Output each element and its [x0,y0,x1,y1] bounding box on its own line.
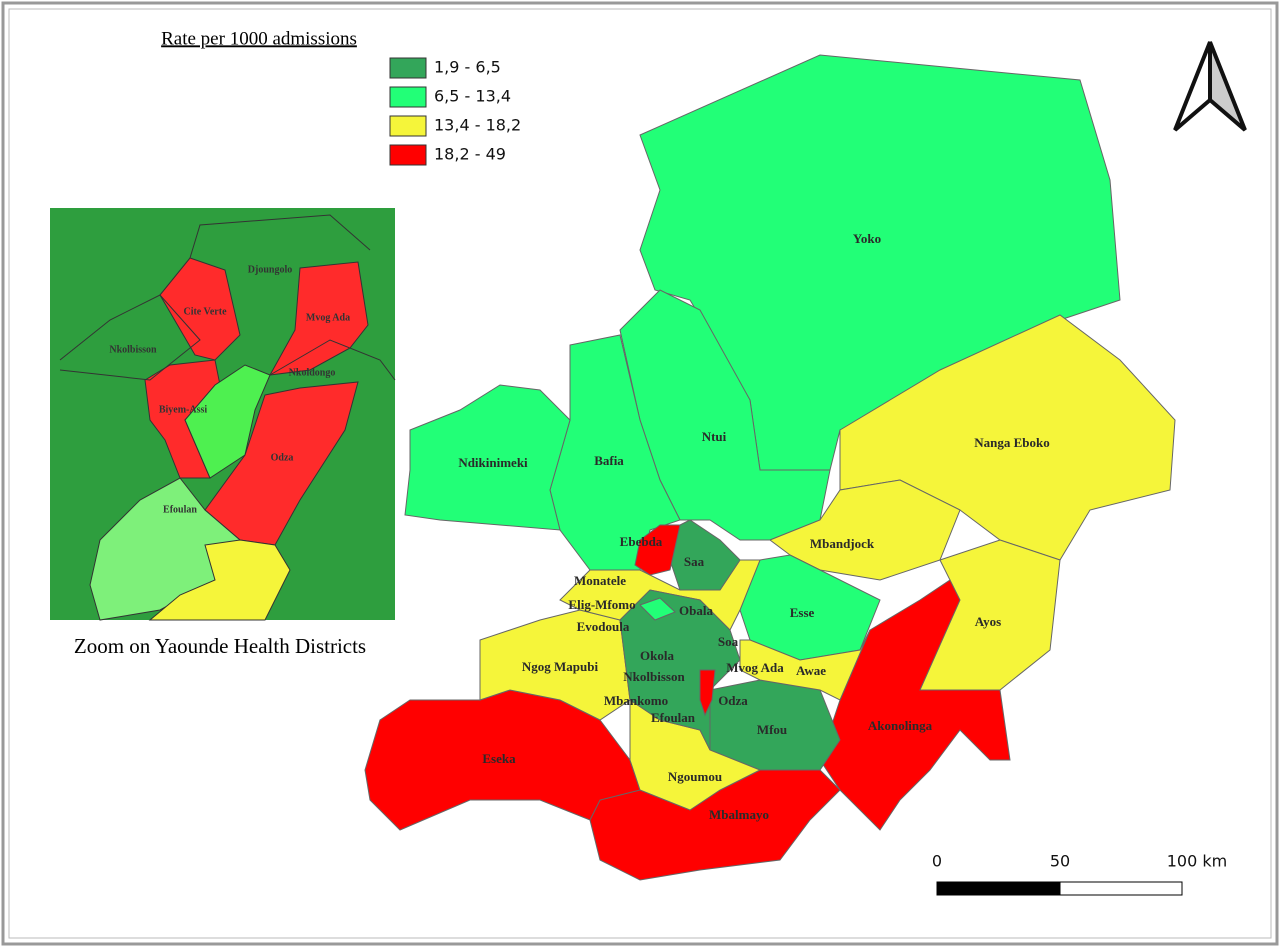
legend-swatch [389,57,427,79]
district-label: Evodoula [577,619,630,634]
legend-swatch [389,115,427,137]
inset-district-shape [204,381,359,546]
legend-label: 6,5 - 13,4 [434,87,511,106]
inset-boundary [269,339,396,381]
scale-label: 0 [932,852,942,871]
district-shape [739,629,871,701]
main-map: Yoko Ndikinimeki Bafia Ntui Nanga Eboko Mband… [364,54,1176,881]
district-label: Obala [679,603,713,618]
inset-district-label: Mvog Ada [306,312,350,323]
inset-boundary [189,214,371,259]
district-label: Mbandjock [810,536,875,551]
district-label: Mfou [757,722,787,737]
inset-district-label: Cite Verte [183,306,227,317]
district-label: Monatele [574,573,626,588]
district-label: Ayos [975,614,1001,629]
district-label: Efoulan [651,710,696,725]
inset-district-shape [184,364,271,479]
district-label: Nanga Eboko [974,435,1050,450]
district-label: Mbankomo [604,693,668,708]
district-label: Soa [718,634,739,649]
district-shape [634,524,681,576]
legend-swatch [389,86,427,108]
district-label: Odza [718,693,748,708]
district-shape [669,519,741,591]
legend: 1,9 - 6,5 6,5 - 13,4 13,4 - 18,2 18,2 - 49 [389,57,521,166]
inset-district-label: Djoungolo [248,264,292,275]
district-label: Eseka [482,751,516,766]
district-label: Ngog Mapubi [522,659,599,674]
district-label: Ntui [702,429,727,444]
district-label: Bafia [594,453,624,468]
inset-district-shape [269,261,369,376]
inset-district-label: Nkoldongo [289,367,336,378]
district-shape [639,597,676,621]
legend-label: 1,9 - 6,5 [434,58,501,77]
inset-map: Djoungolo Cite Verte Mvog Ada Nkolbisson Nko… [50,208,396,621]
district-label: Yoko [853,231,881,246]
district-label: Esse [790,605,815,620]
inset-district-label: Biyem-Assi [159,404,208,415]
district-label: Mbalmayo [709,807,769,822]
district-shape [404,384,571,531]
district-label: Elig-Mfomo [568,597,635,612]
inset-district-label: Efoulan [163,504,197,515]
district-label: Awae [796,663,826,678]
district-label: Nkolbisson [623,669,685,684]
district-shape [699,669,716,717]
district-shape [479,609,631,721]
inset-boundary [59,294,201,381]
frame-inner [8,8,1272,939]
district-label: Ngoumou [668,769,722,784]
district-label: Saa [684,554,705,569]
district-label: Mvog Ada [726,660,784,675]
inset-district-label: Odza [271,452,294,463]
scale-bar: 0 50 100 km [932,852,1227,896]
scale-label: 50 [1050,852,1070,871]
legend-swatch [389,144,427,166]
district-shape [819,579,1011,831]
north-arrow [1173,41,1247,132]
inset-caption: Zoom on Yaounde Health Districts [74,634,366,658]
inset-district-shape [148,539,291,621]
district-label: Akonolinga [868,718,933,733]
district-label: Okola [640,648,674,663]
legend-title: Rate per 1000 admissions [161,28,357,49]
legend-label: 18,2 - 49 [434,145,506,164]
district-label: Ndikinimeki [458,455,528,470]
district-label: Ebebda [620,534,663,549]
scale-label: 100 km [1167,852,1227,871]
inset-district-label: Nkolbisson [109,344,157,355]
legend-label: 13,4 - 18,2 [434,116,521,135]
